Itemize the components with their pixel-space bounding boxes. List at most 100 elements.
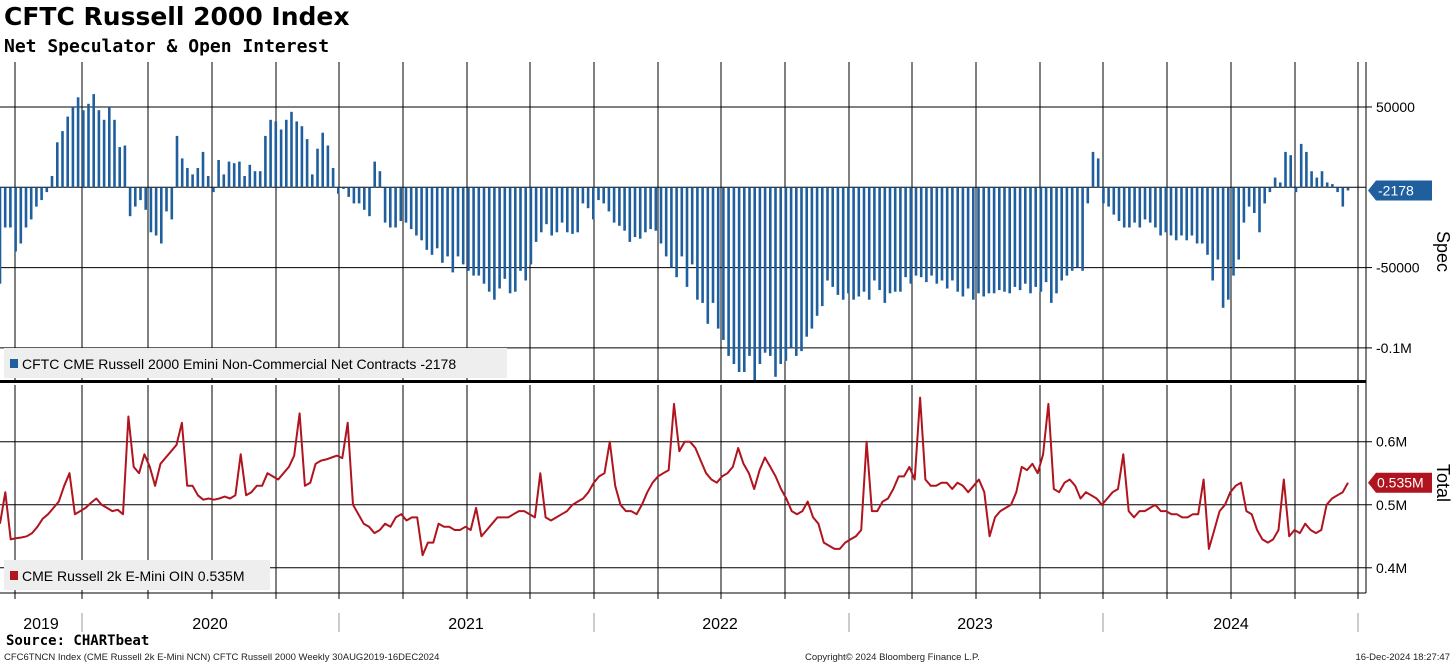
spec-bar bbox=[1159, 187, 1162, 236]
spec-bar bbox=[467, 187, 470, 271]
spec-bar bbox=[1346, 187, 1350, 191]
spec-legend-swatch bbox=[10, 359, 18, 368]
spec-bar bbox=[977, 187, 980, 294]
spec-bar bbox=[774, 187, 777, 377]
spec-bar bbox=[571, 187, 574, 234]
spec-bar bbox=[1174, 187, 1178, 241]
spec-bar bbox=[753, 187, 756, 380]
spec-bar bbox=[519, 187, 522, 271]
spec-bar bbox=[867, 187, 871, 300]
spec-bar bbox=[352, 187, 356, 204]
spec-bar bbox=[524, 187, 527, 281]
source-label: Source: CHARTbeat bbox=[6, 633, 150, 649]
spec-bar bbox=[545, 187, 548, 225]
spec-bar bbox=[82, 110, 85, 188]
spec-bar bbox=[279, 129, 283, 188]
spec-bar bbox=[888, 187, 892, 294]
spec-bar bbox=[769, 187, 772, 356]
spec-bar bbox=[763, 187, 767, 353]
spec-bar bbox=[722, 187, 725, 340]
spec-bar bbox=[664, 187, 668, 257]
spec-bar bbox=[368, 187, 371, 217]
total-series-line bbox=[0, 396, 1349, 557]
spec-bar bbox=[160, 187, 163, 244]
copyright-notice: Copyright© 2024 Bloomberg Finance L.P. bbox=[805, 652, 980, 663]
spec-bar bbox=[1216, 187, 1220, 260]
spec-bar bbox=[836, 187, 840, 295]
spec-last-value-label: -2178 bbox=[1378, 182, 1414, 198]
spec-bar bbox=[1284, 151, 1287, 188]
spec-bar bbox=[800, 187, 803, 352]
spec-bar bbox=[1237, 187, 1240, 260]
spec-bar bbox=[305, 139, 309, 188]
spec-bar bbox=[550, 187, 553, 236]
spec-bar bbox=[149, 187, 153, 233]
spec-bar bbox=[586, 187, 590, 209]
spec-bar bbox=[649, 187, 652, 230]
spec-bar bbox=[1024, 187, 1027, 284]
spec-bar bbox=[1086, 187, 1090, 204]
spec-bar bbox=[373, 161, 376, 188]
spec-bar bbox=[633, 187, 637, 238]
spec-bar bbox=[852, 187, 855, 300]
spec-bar bbox=[482, 187, 486, 284]
spec-bar bbox=[1138, 187, 1142, 228]
spec-bar bbox=[186, 168, 189, 188]
spec-bar bbox=[706, 187, 710, 324]
spec-bar bbox=[113, 119, 116, 188]
spec-bar bbox=[295, 121, 298, 188]
spec-bar bbox=[24, 187, 28, 228]
spec-bar bbox=[128, 187, 132, 217]
spec-bar bbox=[45, 187, 49, 193]
spec-bar bbox=[363, 187, 366, 210]
spec-bar bbox=[477, 187, 481, 276]
spec-bar bbox=[503, 187, 507, 279]
spec-bar bbox=[35, 187, 38, 207]
spec-bar bbox=[399, 187, 403, 221]
spec-bar bbox=[1008, 187, 1011, 294]
spec-bar bbox=[66, 116, 69, 188]
spec-bar bbox=[1227, 187, 1230, 300]
total-legend-text: CME Russell 2k E-Mini OIN 0.535M bbox=[22, 568, 245, 584]
total-legend-swatch bbox=[10, 571, 18, 580]
spec-bar bbox=[784, 187, 788, 361]
spec-bar bbox=[1268, 187, 1272, 193]
spec-bar bbox=[815, 187, 819, 316]
spec-bar bbox=[1299, 143, 1303, 188]
spec-bar bbox=[644, 187, 647, 233]
spec-bar bbox=[1185, 187, 1188, 241]
spec-bar bbox=[618, 187, 621, 226]
spec-bar bbox=[144, 187, 147, 210]
spec-bar bbox=[1221, 187, 1225, 308]
spec-bar bbox=[1294, 187, 1298, 193]
spec-bar bbox=[487, 187, 491, 292]
spec-bar bbox=[696, 187, 699, 300]
spec-bar bbox=[118, 147, 121, 188]
spec-bar bbox=[108, 107, 111, 188]
spec-axis-title: Spec bbox=[1433, 231, 1453, 272]
spec-bar bbox=[357, 187, 361, 204]
spec-bar bbox=[206, 176, 210, 188]
x-tick-label: 2020 bbox=[192, 616, 228, 633]
spec-bar bbox=[612, 187, 616, 223]
spec-bar bbox=[727, 187, 730, 356]
spec-bar bbox=[925, 187, 928, 283]
spec-bar bbox=[675, 187, 678, 278]
spec-bar bbox=[659, 187, 663, 244]
spec-bar bbox=[201, 151, 205, 188]
spec-bar bbox=[1305, 151, 1308, 188]
spec-bar bbox=[972, 187, 975, 300]
spec-bar bbox=[134, 187, 137, 207]
spec-bar bbox=[139, 187, 142, 201]
spec-last-value-tag bbox=[1368, 180, 1432, 201]
spec-bar bbox=[461, 187, 465, 265]
spec-bar bbox=[1133, 187, 1136, 223]
spec-bar bbox=[227, 161, 231, 188]
spec-bar bbox=[508, 187, 512, 294]
spec-bar bbox=[576, 187, 579, 233]
spec-bar bbox=[394, 187, 397, 228]
spec-bar bbox=[945, 187, 949, 289]
spec-bar bbox=[212, 187, 215, 193]
spec-bar bbox=[638, 187, 642, 239]
